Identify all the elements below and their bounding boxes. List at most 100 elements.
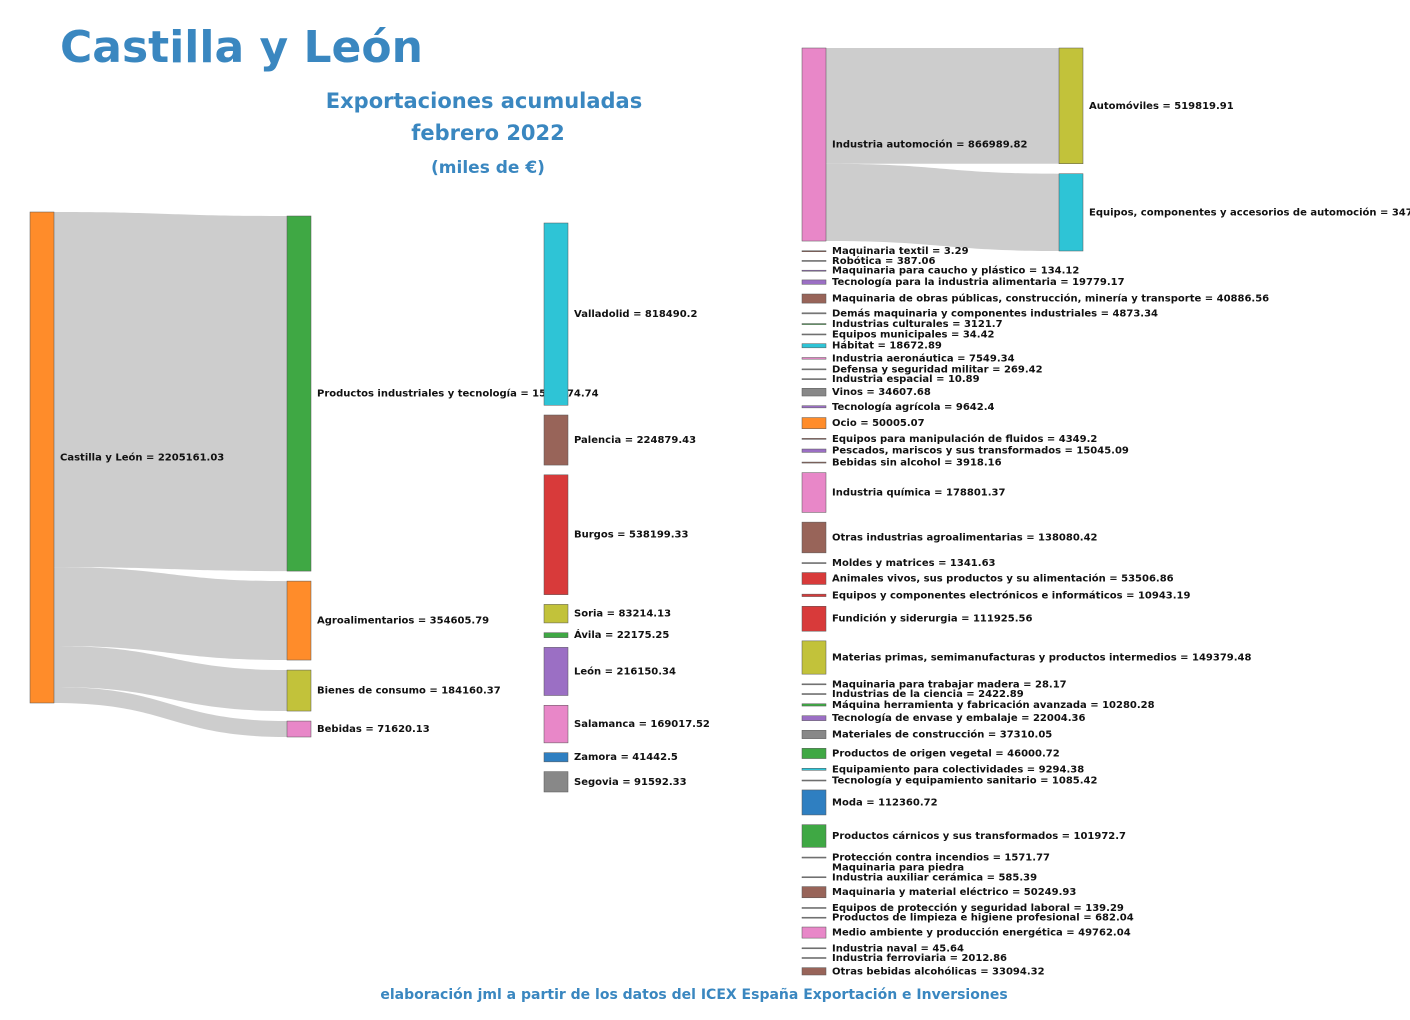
- node: [801, 640, 827, 675]
- node-label: Tecnología de envase y embalaje = 22004.…: [832, 712, 1085, 724]
- node: [1058, 47, 1084, 164]
- node: [801, 293, 827, 304]
- link: [54, 212, 287, 572]
- node-label: Otras industrias agroalimentarias = 1380…: [832, 532, 1098, 543]
- node-label: Industrias culturales = 3121.7: [832, 319, 1003, 330]
- node: [801, 269, 827, 272]
- node: [801, 461, 827, 464]
- node-label: Bebidas = 71620.13: [317, 724, 430, 735]
- node: [801, 768, 827, 771]
- node-label: Productos de origen vegetal = 46000.72: [832, 748, 1060, 759]
- node-label: Industrias de la ciencia = 2422.89: [832, 689, 1024, 700]
- node: [543, 771, 569, 793]
- node-label: Ocio = 50005.07: [832, 418, 925, 429]
- node: [801, 730, 827, 739]
- node-label: Maquinaria para piedra: [832, 863, 964, 874]
- node-label: Equipos para manipulación de fluidos = 4…: [832, 433, 1097, 445]
- node-label: Segovia = 91592.33: [574, 777, 687, 788]
- node: [543, 632, 569, 638]
- node-label: Robótica = 387.06: [832, 255, 935, 267]
- node-label: Automóviles = 519819.91: [1089, 100, 1234, 112]
- node-label: Tecnología para la industria alimentaria…: [832, 276, 1125, 288]
- node-label: Industria naval = 45.64: [832, 943, 964, 954]
- node-label: Bebidas sin alcohol = 3918.16: [832, 458, 1002, 469]
- node-label: Equipos, componentes y accesorios de aut…: [1089, 206, 1410, 218]
- node: [801, 606, 827, 632]
- node: [801, 405, 827, 409]
- node-label: Ávila = 22175.25: [574, 628, 669, 641]
- node-label: Agroalimentarios = 354605.79: [317, 616, 489, 627]
- node-label: Maquinaria para trabajar madera = 28.17: [832, 679, 1067, 690]
- node-label: Tecnología y equipamiento sanitario = 10…: [832, 775, 1098, 787]
- node: [286, 215, 312, 572]
- chart-subtitle: febrero 2022: [411, 121, 565, 145]
- link: [54, 567, 287, 661]
- node-label: Palencia = 224879.43: [574, 435, 696, 446]
- node-label: Otras bebidas alcohólicas = 33094.32: [832, 965, 1045, 977]
- link: [826, 48, 1059, 164]
- node: [286, 580, 312, 661]
- node-label: Bienes de consumo = 184160.37: [317, 686, 501, 697]
- node-label: Maquinaria y material eléctrico = 50249.…: [832, 886, 1076, 898]
- node: [29, 211, 55, 704]
- node: [801, 947, 827, 950]
- node: [801, 323, 827, 325]
- node-label: Máquina herramienta y fabricación avanza…: [832, 699, 1155, 711]
- node-label: Vinos = 34607.68: [832, 387, 931, 398]
- node-label: Soria = 83214.13: [574, 609, 671, 620]
- node: [801, 916, 827, 919]
- node: [286, 669, 312, 712]
- node-label: Materiales de construcción = 37310.05: [832, 728, 1052, 740]
- node: [801, 824, 827, 848]
- node: [801, 703, 827, 707]
- node-label: Maquinaria textil = 3.29: [832, 246, 969, 257]
- node: [286, 720, 312, 738]
- node-label: Protección contra incendios = 1571.77: [832, 852, 1050, 864]
- node: [801, 333, 827, 336]
- node: [801, 521, 827, 554]
- node: [801, 715, 827, 721]
- node: [801, 562, 827, 564]
- node-label: Castilla y León = 2205161.03: [60, 452, 224, 464]
- node-label: Pescados, mariscos y sus transformados =…: [832, 446, 1129, 457]
- node: [801, 378, 827, 380]
- node-label: Equipos municipales = 34.42: [832, 329, 995, 340]
- node-label: Equipos y componentes electrónicos e inf…: [832, 589, 1191, 601]
- node: [801, 47, 827, 242]
- node-label: Fundición y siderurgia = 111925.56: [832, 613, 1032, 625]
- node: [801, 907, 827, 909]
- node-label: Valladolid = 818490.2: [574, 309, 697, 320]
- nodes: Castilla y León = 2205161.03 Productos in…: [29, 47, 1410, 977]
- node: [543, 604, 569, 624]
- node-label: Productos de limpieza e higiene profesio…: [832, 913, 1134, 924]
- node-label: Burgos = 538199.33: [574, 530, 689, 541]
- node-label: Equipamiento para colectividades = 9294.…: [832, 764, 1084, 775]
- node-label: Industria espacial = 10.89: [832, 374, 980, 385]
- chart-title: Castilla y León: [60, 22, 423, 73]
- node: [801, 250, 827, 252]
- node: [801, 967, 827, 976]
- node-label: Animales vivos, sus productos y su alime…: [832, 573, 1174, 585]
- node: [801, 748, 827, 759]
- node: [801, 357, 827, 360]
- node: [801, 957, 827, 959]
- node-label: Industria auxiliar cerámica = 585.39: [832, 871, 1037, 883]
- node-label: Equipos de protección y seguridad labora…: [832, 902, 1124, 914]
- link: [826, 163, 1059, 251]
- link: [54, 646, 287, 712]
- node-label: Defensa y seguridad militar = 269.42: [832, 364, 1043, 375]
- node: [801, 472, 827, 513]
- node: [801, 388, 827, 397]
- node: [801, 693, 827, 695]
- node: [801, 417, 827, 429]
- node: [1058, 173, 1084, 252]
- node: [543, 474, 569, 595]
- node-label: Maquinaria de obras públicas, construcci…: [832, 293, 1269, 305]
- node: [801, 856, 827, 859]
- node-label: Tecnología agrícola = 9642.4: [832, 401, 995, 413]
- node: [543, 414, 569, 466]
- node-label: Productos cárnicos y sus transformados =…: [832, 830, 1126, 842]
- node: [801, 343, 827, 349]
- node: [801, 438, 827, 440]
